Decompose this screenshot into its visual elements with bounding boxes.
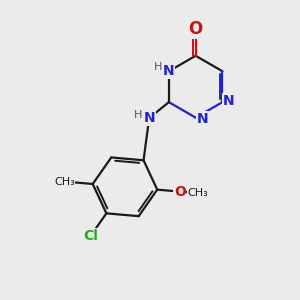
Text: O: O (174, 184, 186, 199)
Text: O: O (188, 20, 203, 38)
Text: N: N (143, 111, 155, 125)
Text: CH₃: CH₃ (55, 176, 75, 187)
Text: CH₃: CH₃ (187, 188, 208, 198)
Text: N: N (196, 112, 208, 126)
Text: Cl: Cl (83, 229, 98, 242)
Text: N: N (163, 64, 175, 78)
Text: N: N (223, 94, 235, 108)
Text: H: H (154, 62, 162, 72)
Text: H: H (134, 110, 142, 120)
